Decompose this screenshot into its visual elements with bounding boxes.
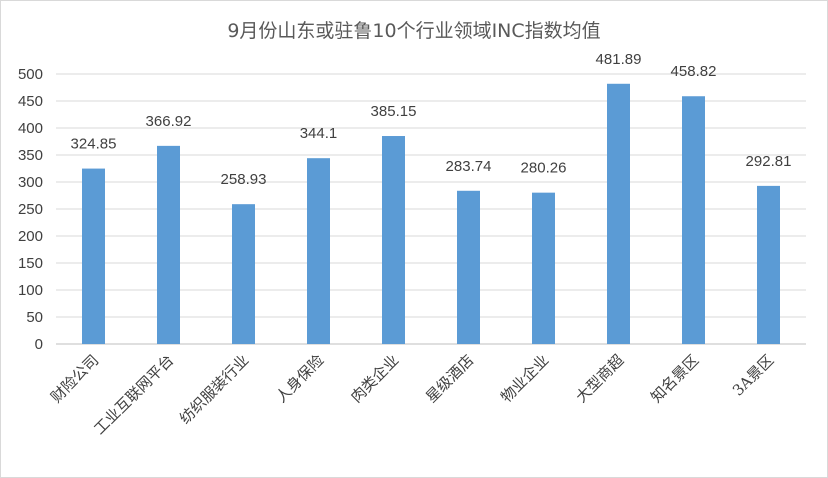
chart-title: 9月份山东或驻鲁10个行业领域INC指数均值: [227, 20, 600, 42]
bar-value-label: 458.82: [671, 63, 717, 80]
x-category-label: 知名景区: [647, 351, 702, 406]
y-tick-label: 200: [18, 228, 43, 245]
y-tick-label: 500: [18, 66, 43, 83]
x-category-label: 3A景区: [729, 351, 777, 399]
bar: [232, 204, 255, 344]
bar-value-label: 258.93: [221, 171, 267, 188]
bar: [682, 96, 705, 344]
bar-value-label: 366.92: [146, 113, 192, 130]
bar-value-label: 481.89: [596, 51, 642, 68]
bar: [82, 168, 105, 344]
bar: [757, 185, 780, 344]
y-tick-label: 250: [18, 201, 43, 218]
y-tick-label: 400: [18, 120, 43, 137]
x-category-label: 工业互联网平台: [90, 351, 177, 438]
x-category-label: 物业企业: [497, 351, 552, 406]
x-category-label: 财险公司: [47, 351, 102, 406]
bar-value-label: 283.74: [446, 158, 492, 175]
y-tick-label: 150: [18, 255, 43, 272]
y-tick-label: 0: [35, 336, 43, 353]
x-category-label: 肉类企业: [347, 351, 402, 406]
x-category-label: 纺织服装行业: [176, 351, 252, 427]
y-tick-label: 100: [18, 282, 43, 299]
grid-lines: [56, 73, 806, 345]
data-labels: 324.85 366.92 258.93 344.1 385.15 283.74 280.2…: [71, 51, 792, 188]
bar: [307, 158, 330, 344]
y-tick-label: 50: [26, 309, 43, 326]
bar-value-label: 385.15: [371, 103, 417, 120]
x-category-label: 星级酒店: [422, 351, 477, 406]
bar-value-label: 324.85: [71, 136, 117, 153]
bar: [457, 190, 480, 344]
bars: [82, 83, 780, 344]
bar-value-label: 344.1: [300, 125, 338, 142]
y-tick-label: 350: [18, 147, 43, 164]
bar: [157, 145, 180, 344]
y-tick-label: 450: [18, 93, 43, 110]
bar: [532, 192, 555, 344]
bar: [382, 136, 405, 344]
y-tick-label: 300: [18, 174, 43, 191]
bar: [607, 83, 630, 344]
x-category-label: 人身保险: [272, 351, 327, 406]
y-axis-ticks: 0 50 100 150 200 250 300 350 400 450 500: [18, 66, 43, 353]
x-category-label: 大型商超: [572, 351, 627, 406]
bar-value-label: 280.26: [521, 160, 567, 177]
bar-value-label: 292.81: [746, 153, 792, 170]
